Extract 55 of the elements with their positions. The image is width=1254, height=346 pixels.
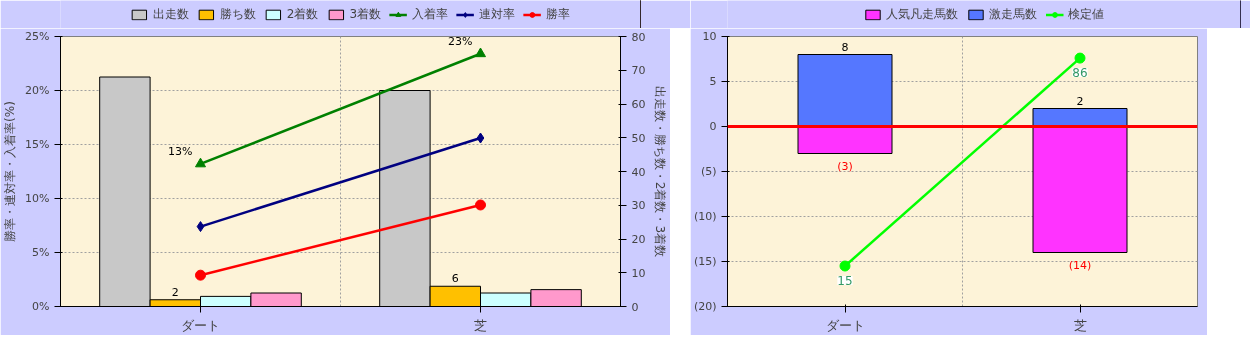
- y2-axis-title: 出走数・勝ち数・2着数・3着数: [653, 85, 668, 258]
- legend-label: 2着数: [286, 5, 319, 23]
- y-tick-label: 10%: [25, 192, 50, 205]
- annotation: 15: [837, 274, 853, 288]
- y2-tick-label: 80: [631, 30, 646, 44]
- bar: [797, 126, 893, 154]
- y-tick-label: 20%: [25, 84, 50, 97]
- y-tick-label: 0%: [32, 300, 50, 313]
- y-tick-label: (5): [700, 165, 717, 178]
- legend-label: 勝率: [546, 5, 571, 23]
- data-label: 2: [171, 285, 179, 299]
- legend-label: 3着数: [349, 5, 382, 23]
- y-tick-label: 0: [709, 120, 717, 133]
- y-tick-label: 15%: [25, 138, 50, 151]
- point: [196, 221, 205, 233]
- point: [475, 199, 486, 211]
- data-label: (3): [837, 159, 853, 173]
- legend-label: 勝ち数: [219, 5, 256, 23]
- x-tick-label: 芝: [1073, 317, 1087, 333]
- legend-label: 連対率: [479, 5, 516, 23]
- y-tick-label: (20): [693, 300, 717, 313]
- legend-label: 出走数: [152, 5, 189, 23]
- data-label: 6: [451, 272, 459, 286]
- x-tick-label: ダート: [181, 317, 220, 333]
- annotation: 86: [1072, 66, 1088, 81]
- point: [476, 132, 485, 144]
- y2-tick-label: 70: [631, 64, 646, 78]
- data-label: 8: [841, 40, 849, 54]
- legend-label: 激走馬数: [989, 5, 1037, 23]
- legend-label: 検定値: [1068, 5, 1104, 23]
- y2-tick-label: 30: [631, 199, 646, 213]
- point: [195, 269, 206, 281]
- y2-tick-label: 0: [631, 300, 639, 314]
- y-tick-label: 5%: [32, 246, 50, 259]
- y2-tick-label: 20: [631, 233, 646, 246]
- y-tick-label: 10: [702, 30, 717, 43]
- legend-label: 人気凡走馬数: [886, 5, 958, 23]
- x-tick-label: ダート: [825, 317, 865, 333]
- y2-tick-label: 40: [631, 165, 646, 179]
- y-axis-title: 勝率・連対率・入着率(%): [3, 101, 18, 242]
- y-tick-label: 25%: [25, 30, 50, 43]
- y-tick-label: (10): [693, 210, 717, 223]
- y2-tick-label: 60: [631, 98, 646, 111]
- data-label: 13%: [168, 144, 193, 158]
- y2-tick-label: 50: [631, 131, 646, 145]
- data-label: (14): [1068, 258, 1092, 272]
- y2-tick-label: 10: [631, 266, 646, 280]
- legend-label: 入着率: [412, 5, 449, 23]
- y-tick-label: 5: [709, 75, 717, 88]
- bar: [797, 54, 893, 127]
- y-tick-label: (15): [693, 255, 717, 268]
- data-label: 23%: [448, 34, 473, 48]
- bar: [1032, 126, 1128, 253]
- x-tick-label: 芝: [474, 317, 487, 333]
- data-label: 2: [1076, 94, 1084, 108]
